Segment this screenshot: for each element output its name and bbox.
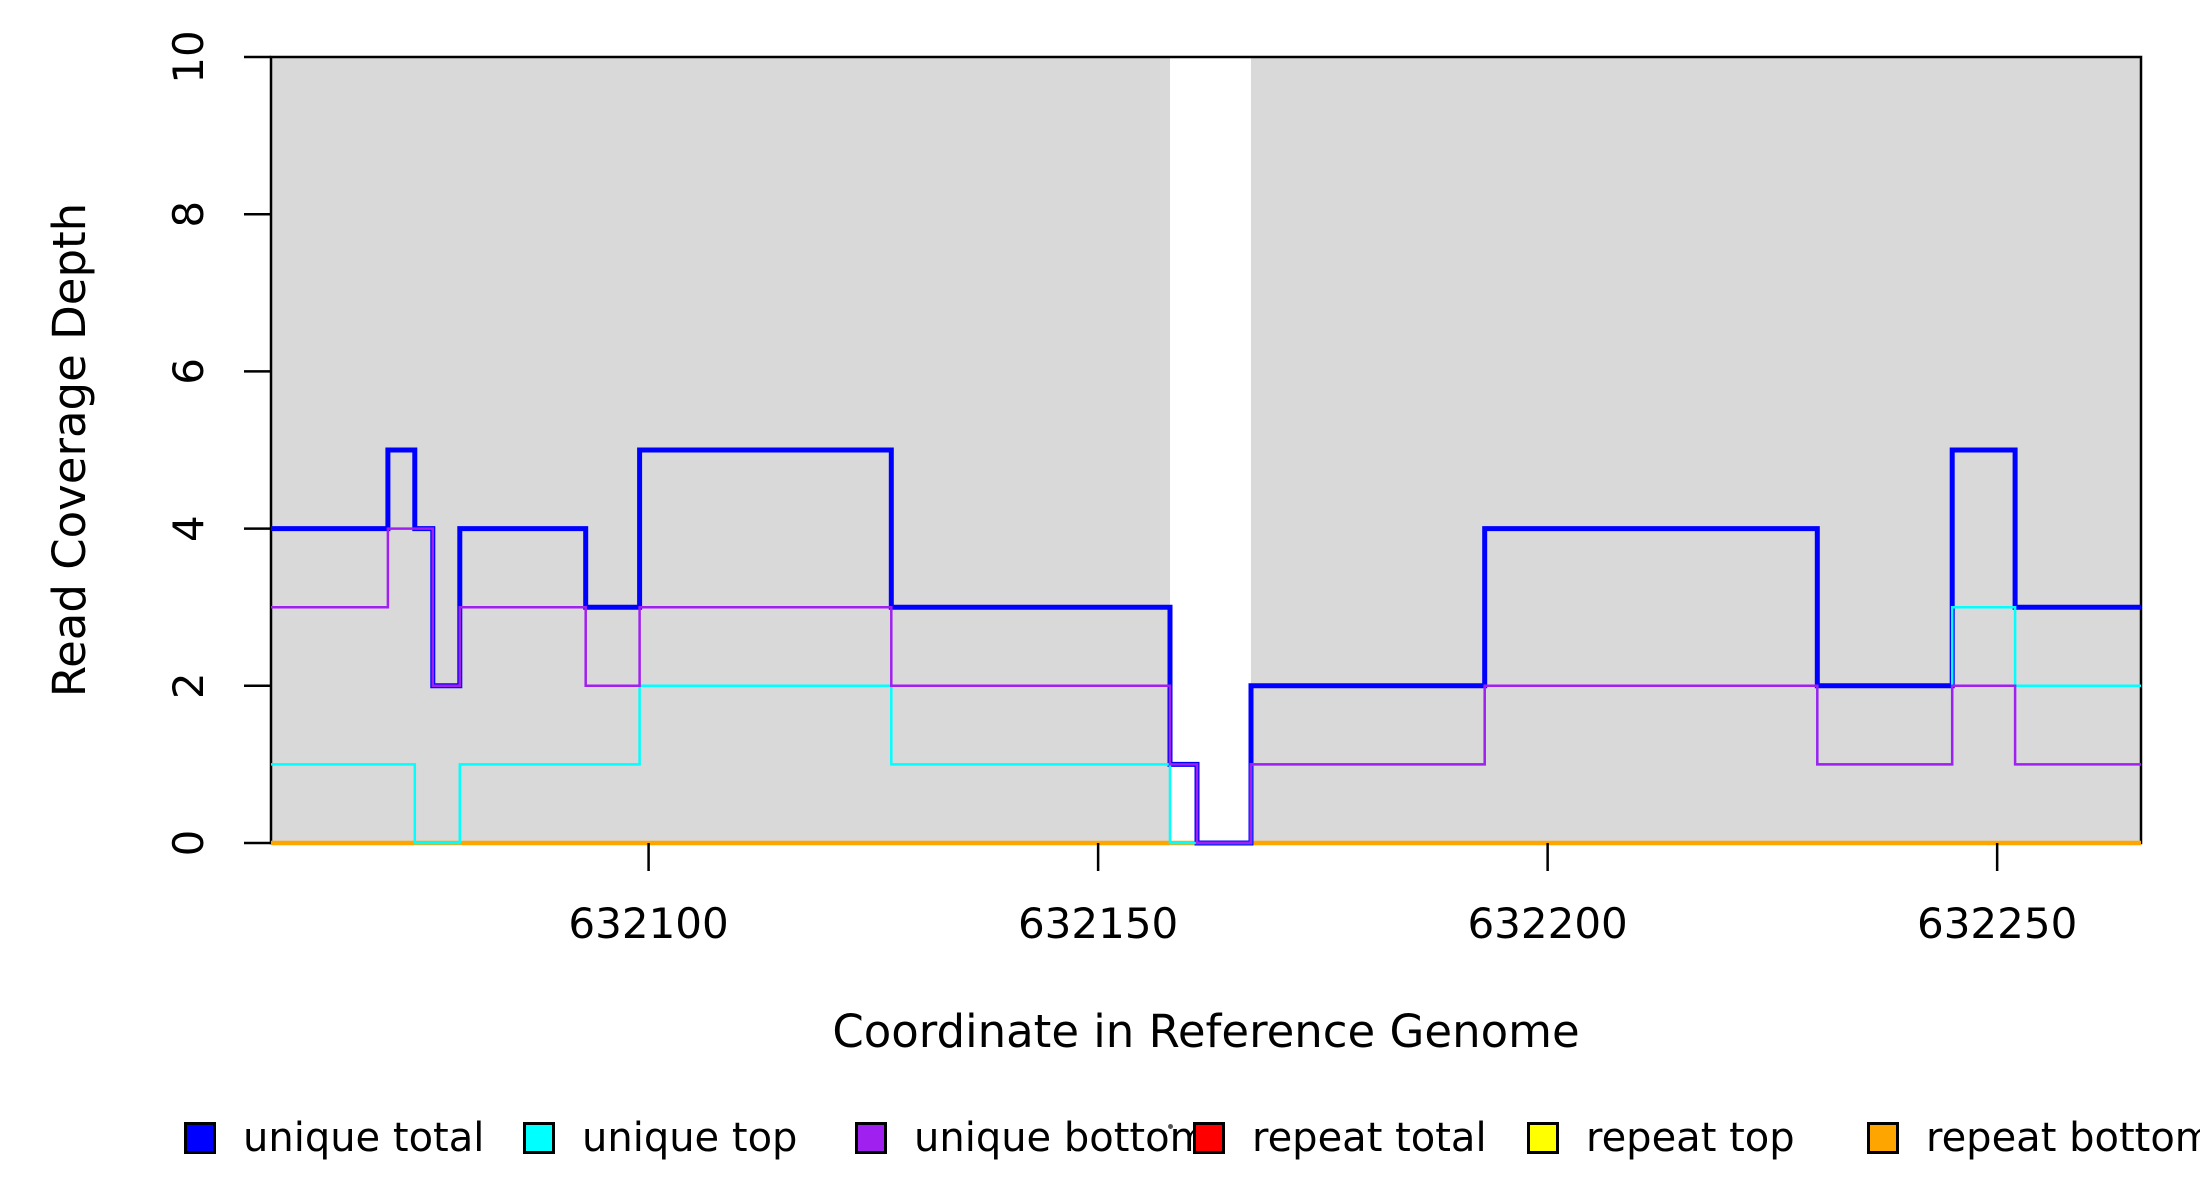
legend-item-repeat-total: repeat total [1193,1118,1487,1158]
y-axis-title: Read Coverage Depth [43,203,96,697]
x-tick-label: 632100 [568,899,728,948]
y-tick-label: 8 [164,201,213,228]
legend-label: unique bottom [914,1115,1209,1161]
x-tick-label: 632200 [1467,899,1627,948]
legend-swatch-repeat-total [1193,1122,1225,1154]
legend-item-unique-bottom: unique bottom [855,1118,1209,1158]
y-tick-label: 0 [164,830,213,857]
legend-item-repeat-bottom: repeat bottom [1867,1118,2200,1158]
legend-swatch-unique-total [184,1122,216,1154]
legend-item-unique-top: unique top [523,1118,797,1158]
legend-swatch-unique-top [523,1122,555,1154]
y-tick-label: 2 [164,672,213,699]
legend-item-repeat-top: repeat top [1527,1118,1795,1158]
series-unique-bottom [271,527,2141,845]
x-tick-label: 632150 [1018,899,1178,948]
y-tick-label: 6 [164,358,213,385]
stray-dot [1168,1124,1173,1129]
legend-label: repeat total [1252,1115,1487,1161]
axes: 632100 632150 632200 632250 0 2 4 6 8 10 [164,30,2077,948]
legend-swatch-unique-bottom [855,1122,887,1154]
legend-label: repeat top [1586,1115,1795,1161]
legend-label: unique total [243,1115,485,1161]
shaded-regions [271,57,2141,843]
coverage-step-lines [271,447,2141,846]
x-tick-label: 632250 [1917,899,2077,948]
legend-swatch-repeat-bottom [1867,1122,1899,1154]
y-tick-label: 4 [164,515,213,542]
legend-label: unique top [582,1115,798,1161]
legend-item-unique-total: unique total [184,1118,484,1158]
y-tick-label: 10 [164,30,213,83]
legend-label: repeat bottom [1926,1115,2200,1161]
x-axis-title: Coordinate in Reference Genome [832,1005,1579,1058]
legend-swatch-repeat-top [1527,1122,1559,1154]
